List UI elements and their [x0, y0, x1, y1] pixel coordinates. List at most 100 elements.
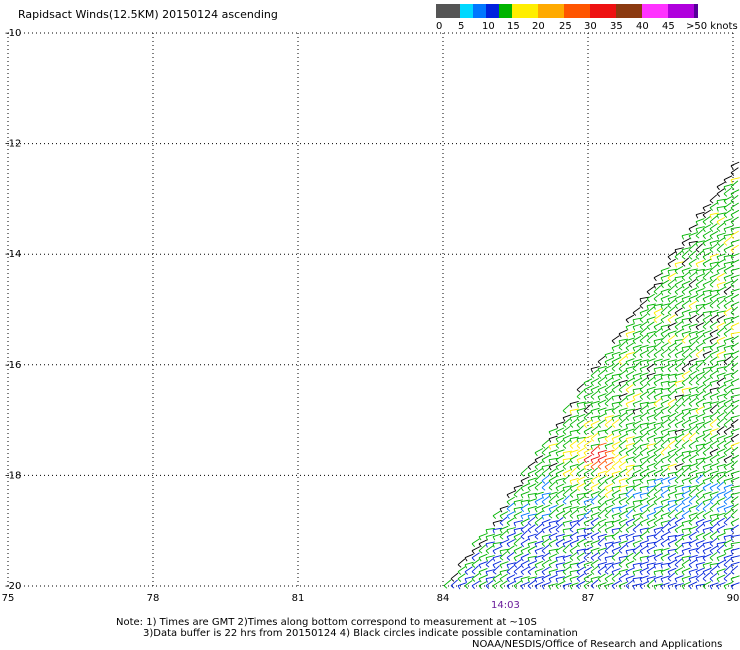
- wind-barb-flag: [730, 438, 734, 442]
- wind-barb: [695, 457, 705, 461]
- wind-barb-flag: [702, 319, 706, 323]
- wind-barb: [527, 540, 537, 545]
- wind-barb: [618, 510, 628, 517]
- wind-barb-flag: [702, 382, 707, 387]
- wind-barb: [688, 414, 698, 419]
- wind-barb-flag: [667, 571, 671, 576]
- wind-barb-flag: [618, 417, 623, 421]
- wind-barb-flag: [618, 375, 623, 379]
- wind-barb: [604, 433, 613, 440]
- wind-barb: [723, 187, 732, 195]
- wind-barb-flag: [541, 501, 546, 505]
- wind-barb-flag: [730, 473, 734, 478]
- wind-barb-flag: [688, 298, 692, 303]
- wind-barb: [688, 294, 698, 300]
- wind-barb-flag: [590, 529, 595, 533]
- wind-barb-flag: [702, 515, 706, 520]
- wind-barb: [695, 572, 704, 580]
- wind-barb-flag: [674, 256, 679, 260]
- wind-barb-flag: [646, 543, 649, 548]
- wind-barb: [625, 456, 635, 461]
- wind-barb: [527, 461, 536, 468]
- wind-barb-flag: [527, 564, 531, 569]
- wind-barb: [548, 583, 558, 587]
- wind-barb: [569, 523, 577, 531]
- wind-barb: [660, 512, 670, 517]
- wind-barb: [681, 567, 691, 573]
- wind-barb: [576, 573, 585, 580]
- wind-barb: [520, 467, 529, 475]
- wind-barb-flag: [674, 284, 678, 289]
- wind-barb-flag: [660, 403, 664, 408]
- wind-barb-flag: [646, 445, 650, 450]
- wind-barb-flag: [492, 515, 497, 520]
- wind-barb: [611, 568, 621, 573]
- wind-barb-flag: [618, 480, 622, 485]
- wind-barb-flag: [681, 319, 684, 324]
- wind-barb: [548, 462, 558, 468]
- wind-barb-flag: [716, 473, 720, 478]
- wind-barb-flag: [604, 417, 608, 422]
- wind-barb: [667, 525, 677, 531]
- wind-barb-flag: [716, 417, 721, 421]
- wind-barb: [499, 551, 508, 559]
- wind-barb: [478, 544, 487, 552]
- wind-barb: [702, 230, 711, 237]
- wind-barb: [681, 238, 691, 244]
- wind-barb-flag: [583, 501, 587, 506]
- wind-barb-flag: [604, 571, 609, 575]
- wind-barb-flag: [646, 585, 651, 589]
- wind-barb: [716, 448, 726, 454]
- wind-barb-flag: [520, 515, 524, 520]
- wind-barb: [730, 335, 739, 342]
- wind-barb: [716, 475, 725, 482]
- wind-barb-flag: [541, 515, 544, 520]
- wind-barb-flag: [667, 445, 672, 449]
- wind-barb: [702, 572, 711, 580]
- y-tick-label: -14: [5, 249, 21, 260]
- wind-barb-flag: [716, 186, 720, 191]
- wind-barb: [709, 309, 719, 314]
- wind-barb-flag: [674, 473, 679, 477]
- wind-barb-flag: [513, 564, 518, 568]
- wind-barb-flag: [709, 375, 714, 380]
- wind-barb: [569, 498, 579, 503]
- wind-barb: [667, 278, 676, 286]
- wind-barb: [632, 499, 642, 503]
- wind-barb-flag: [716, 193, 721, 197]
- wind-barb: [667, 440, 676, 447]
- wind-barb-flag: [576, 550, 579, 555]
- wind-barb-flag: [632, 564, 635, 569]
- wind-barb: [674, 428, 684, 433]
- wind-barb: [702, 415, 712, 419]
- wind-barb: [667, 548, 677, 552]
- wind-barb: [716, 315, 726, 321]
- wind-barb-flag: [639, 354, 643, 359]
- wind-barb-flag: [716, 529, 720, 534]
- wind-barb-flag: [674, 515, 679, 520]
- wind-barb: [618, 418, 627, 426]
- wind-barb-flag: [695, 515, 699, 520]
- wind-barb: [506, 562, 516, 566]
- wind-barb-flag: [667, 508, 671, 513]
- wind-barb: [660, 358, 670, 363]
- wind-barb-flag: [555, 508, 559, 513]
- wind-barb: [730, 288, 740, 293]
- wind-barb-flag: [709, 326, 714, 330]
- wind-barb-flag: [527, 536, 531, 541]
- wind-barb: [702, 455, 712, 461]
- wind-barb-flag: [597, 508, 602, 512]
- wind-barb: [653, 308, 663, 314]
- wind-barb-flag: [520, 473, 525, 477]
- wind-barb: [611, 470, 621, 475]
- wind-barb-flag: [632, 480, 635, 485]
- wind-barb-flag: [541, 445, 546, 449]
- wind-barb-flag: [709, 543, 714, 547]
- wind-barb: [723, 261, 733, 265]
- wind-barb: [702, 350, 712, 356]
- wind-barb: [639, 321, 648, 328]
- wind-barb: [681, 271, 690, 279]
- wind-barb-flag: [709, 494, 713, 499]
- wind-barb-flag: [716, 270, 720, 275]
- wind-barb-flag: [667, 522, 672, 526]
